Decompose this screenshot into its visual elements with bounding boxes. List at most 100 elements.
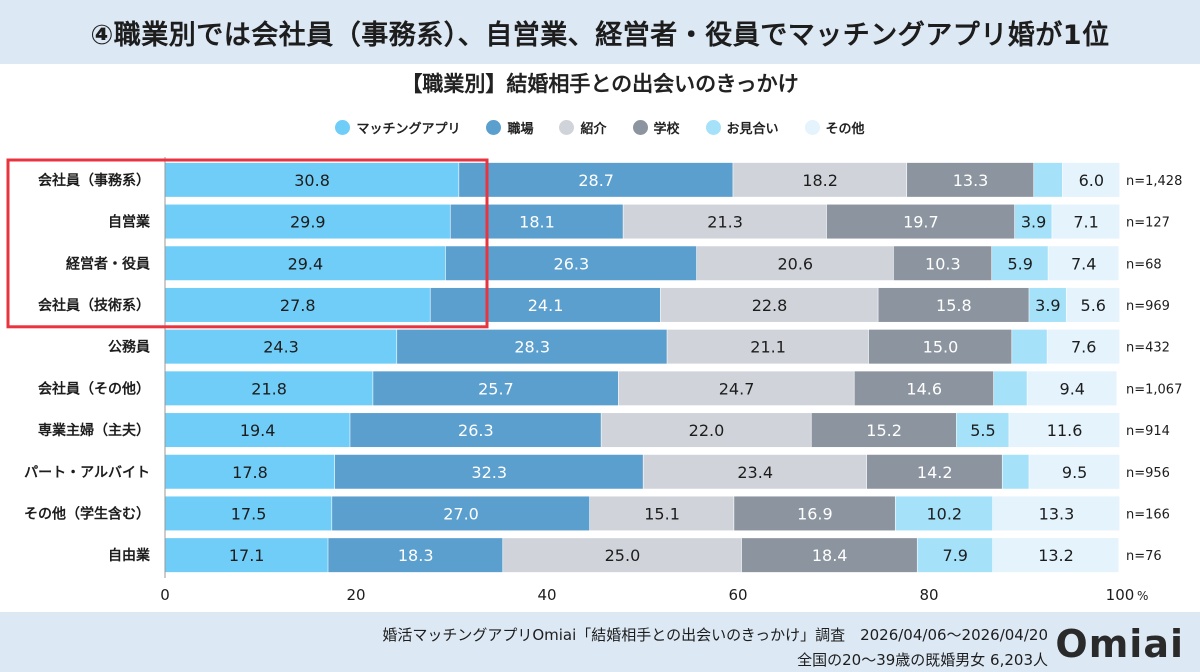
data-label: 10.2 xyxy=(926,504,962,523)
category-label: 経営者・役員 xyxy=(66,255,150,272)
bar-segment xyxy=(956,413,1009,448)
data-label: 26.3 xyxy=(458,421,494,440)
bar-segment xyxy=(1009,413,1120,448)
bar-segment xyxy=(854,371,994,406)
data-label: 14.2 xyxy=(917,463,953,482)
data-label: 6.0 xyxy=(1079,171,1104,190)
data-label: 21.1 xyxy=(750,338,786,357)
bar-segment xyxy=(165,538,328,573)
bar-segment xyxy=(992,246,1048,281)
bar-segment xyxy=(1002,454,1029,489)
bar-segment xyxy=(165,413,350,448)
legend-label: 学校 xyxy=(653,122,680,137)
legend-swatch xyxy=(804,120,820,135)
bar-segment xyxy=(165,329,397,364)
bar-segment xyxy=(1029,287,1066,322)
data-label: 29.4 xyxy=(288,254,324,273)
category-label: 専業主婦（主夫） xyxy=(38,422,150,439)
bar-segment xyxy=(165,162,459,197)
survey-source: 婚活マッチングアプリOmiai「結婚相手との出会いのきっかけ」調査 2026/0… xyxy=(382,626,1048,644)
data-label: 19.7 xyxy=(903,213,939,232)
data-label: 16.9 xyxy=(797,504,833,523)
bar-segment xyxy=(332,496,590,531)
bar-segment xyxy=(373,371,619,406)
stacked-bar-chart: 30.8 28.7 18.2 13.3 6.0 会社員（事務系） n=1,428 29.9 18… xyxy=(6,157,1182,604)
bar-segment xyxy=(328,538,503,573)
bar-segment xyxy=(334,454,643,489)
data-label: 32.3 xyxy=(471,463,507,482)
bar-segment xyxy=(826,204,1015,239)
bar-segment xyxy=(733,162,907,197)
bar-segment xyxy=(643,454,867,489)
data-label: 27.0 xyxy=(443,504,479,523)
bar-segment xyxy=(868,329,1012,364)
bar-segment xyxy=(878,287,1029,322)
legend-swatch xyxy=(559,120,575,135)
data-label: 24.1 xyxy=(528,296,564,315)
category-label: 自営業 xyxy=(108,214,151,231)
bar-segment xyxy=(459,162,733,197)
data-label: 15.2 xyxy=(866,421,902,440)
legend-label: お見合い xyxy=(726,122,779,137)
footer: 婚活マッチングアプリOmiai「結婚相手との出会いのきっかけ」調査 2026/0… xyxy=(0,612,1200,672)
bar-segment xyxy=(696,246,894,281)
legend-swatch xyxy=(632,120,648,135)
data-label: 18.3 xyxy=(398,546,434,565)
bar-segment xyxy=(895,496,993,531)
data-label: 11.6 xyxy=(1047,421,1083,440)
bar-segment xyxy=(503,538,742,573)
data-label: 3.9 xyxy=(1035,296,1060,315)
data-label: 17.1 xyxy=(229,546,265,565)
legend-item-2: 紹介 xyxy=(559,118,607,137)
x-tick-label: 80 xyxy=(919,586,938,604)
data-label: 28.7 xyxy=(578,171,614,190)
category-label: 会社員（事務系） xyxy=(38,172,150,189)
data-label: 18.1 xyxy=(519,213,555,232)
data-label: 24.3 xyxy=(263,338,299,357)
sample-size-label: n=432 xyxy=(1126,341,1170,356)
headline: ④職業別では会社員（事務系）、自営業、経営者・役員でマッチングアプリ婚が1位 xyxy=(0,0,1200,64)
chart-legend: マッチングアプリ 職場 紹介 学校 お見合い その他 xyxy=(0,118,1200,137)
bar-segment xyxy=(623,204,827,239)
legend-item-3: 学校 xyxy=(632,118,680,137)
bar-segment xyxy=(450,204,623,239)
data-label: 25.7 xyxy=(478,379,514,398)
data-label: 13.3 xyxy=(953,171,989,190)
data-label: 15.8 xyxy=(936,296,972,315)
data-label: 21.8 xyxy=(251,379,287,398)
bar-segment xyxy=(165,496,332,531)
bar-segment xyxy=(992,496,1120,531)
data-label: 21.3 xyxy=(707,213,743,232)
x-tick-label: 100 xyxy=(1106,586,1135,604)
bar-segment xyxy=(993,371,1027,406)
bar-segment xyxy=(165,287,430,322)
x-tick-label: 20 xyxy=(346,586,365,604)
data-label: 27.8 xyxy=(280,296,316,315)
bar-segment xyxy=(811,413,957,448)
bar-segment xyxy=(893,246,992,281)
data-label: 5.6 xyxy=(1081,296,1106,315)
data-label: 22.0 xyxy=(689,421,725,440)
data-label: 15.0 xyxy=(923,338,959,357)
bar-segment xyxy=(734,496,895,531)
bar-segment xyxy=(165,246,446,281)
data-label: 29.9 xyxy=(290,213,326,232)
legend-item-0: マッチングアプリ xyxy=(335,118,460,137)
category-label: その他（学生含む） xyxy=(24,505,150,522)
bar-segment xyxy=(907,162,1034,197)
category-label: 会社員（技術系） xyxy=(38,297,150,314)
data-label: 26.3 xyxy=(554,254,590,273)
data-label: 18.4 xyxy=(812,546,848,565)
legend-item-1: 職場 xyxy=(486,118,533,137)
legend-item-5: その他 xyxy=(804,118,865,137)
bar-segment xyxy=(667,329,869,364)
category-label: 公務員 xyxy=(108,339,150,356)
bar-segment xyxy=(741,538,917,573)
bar-segment xyxy=(397,329,667,364)
data-label: 28.3 xyxy=(514,338,550,357)
data-label: 3.9 xyxy=(1021,213,1046,232)
data-label: 5.5 xyxy=(970,421,995,440)
data-label: 25.0 xyxy=(605,546,641,565)
legend-swatch xyxy=(335,120,351,135)
x-tick-label: 40 xyxy=(537,586,556,604)
